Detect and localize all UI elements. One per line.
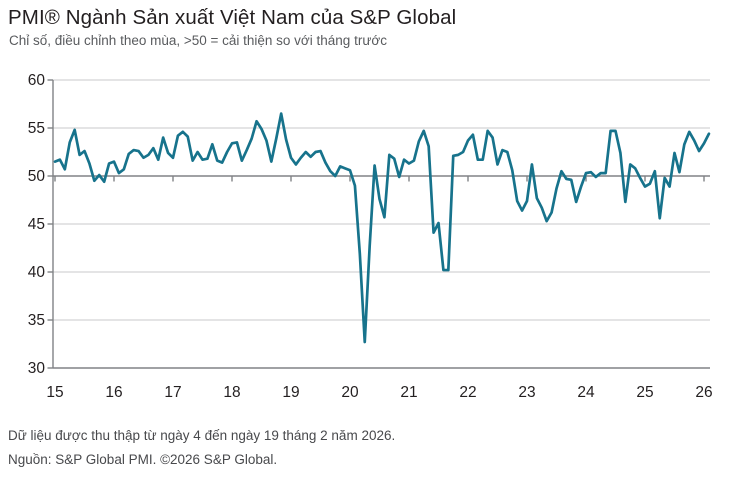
x-tick-label: 21 bbox=[400, 384, 417, 401]
pmi-series-line bbox=[53, 112, 711, 344]
y-tick-label: 50 bbox=[28, 168, 46, 185]
x-tick-label: 24 bbox=[577, 384, 595, 401]
y-tick-label: 55 bbox=[28, 120, 45, 137]
page-title: PMI® Ngành Sản xuất Việt Nam của S&P Glo… bbox=[8, 6, 457, 29]
y-tick-label: 35 bbox=[28, 312, 45, 329]
x-tick-label: 19 bbox=[282, 384, 299, 401]
x-tick-label: 16 bbox=[105, 384, 122, 401]
x-tick-label: 23 bbox=[518, 384, 535, 401]
y-tick-label: 30 bbox=[28, 360, 46, 377]
x-tick-label: 22 bbox=[459, 384, 476, 401]
footer-data-collection-note: Dữ liệu được thu thập từ ngày 4 đến ngày… bbox=[8, 428, 396, 443]
y-tick-label: 40 bbox=[28, 264, 46, 281]
x-tick-label: 26 bbox=[695, 384, 712, 401]
x-tick-label: 15 bbox=[46, 384, 63, 401]
y-tick-label: 45 bbox=[28, 216, 45, 233]
y-tick-label: 60 bbox=[28, 72, 46, 89]
page-subtitle: Chỉ số, điều chỉnh theo mùa, >50 = cải t… bbox=[9, 33, 387, 48]
x-tick-label: 20 bbox=[341, 384, 359, 401]
footer-source-note: Nguồn: S&P Global PMI. ©2026 S&P Global. bbox=[8, 452, 278, 467]
pmi-line-chart: 30 35 40 45 50 55 60 15 16 17 18 19 20 21 22 23 24 25 26 bbox=[28, 72, 713, 401]
x-tick-label: 17 bbox=[164, 384, 181, 401]
x-tick-label: 25 bbox=[636, 384, 653, 401]
x-tick-label: 18 bbox=[223, 384, 240, 401]
